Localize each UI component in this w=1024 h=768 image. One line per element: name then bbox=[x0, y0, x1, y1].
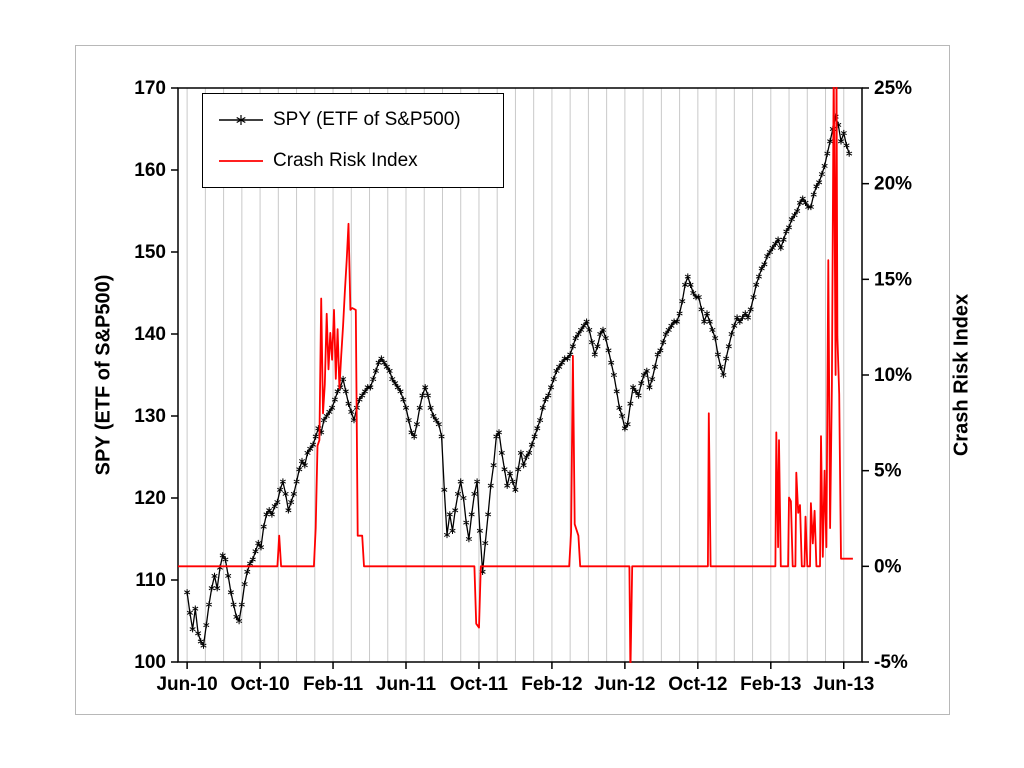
svg-text:Jun-12: Jun-12 bbox=[594, 674, 655, 695]
svg-text:110: 110 bbox=[135, 570, 166, 591]
svg-text:20%: 20% bbox=[874, 174, 912, 195]
left-axis-title: SPY (ETF of S&P500) bbox=[92, 274, 115, 476]
svg-text:130: 130 bbox=[134, 406, 166, 427]
svg-text:10%: 10% bbox=[874, 365, 912, 386]
svg-text:170: 170 bbox=[134, 78, 166, 99]
svg-text:15%: 15% bbox=[874, 269, 912, 290]
legend-label-crash-risk: Crash Risk Index bbox=[273, 149, 418, 171]
svg-text:Oct-11: Oct-11 bbox=[450, 674, 509, 695]
legend-entry-crash-risk: Crash Risk Index bbox=[217, 150, 489, 172]
crash-risk-line-sample-icon bbox=[219, 159, 263, 162]
svg-text:Jun-10: Jun-10 bbox=[156, 674, 217, 695]
right-axis-title: Crash Risk Index bbox=[950, 293, 973, 457]
svg-text:150: 150 bbox=[134, 242, 166, 263]
svg-text:0%: 0% bbox=[874, 556, 902, 577]
svg-text:Feb-13: Feb-13 bbox=[740, 674, 801, 695]
svg-text:100: 100 bbox=[134, 652, 166, 673]
svg-text:160: 160 bbox=[134, 160, 166, 181]
svg-text:Feb-12: Feb-12 bbox=[521, 674, 582, 695]
svg-text:Oct-10: Oct-10 bbox=[231, 674, 290, 695]
svg-text:Jun-11: Jun-11 bbox=[376, 674, 437, 695]
svg-text:25%: 25% bbox=[874, 78, 912, 99]
svg-text:-5%: -5% bbox=[874, 652, 908, 673]
spy-line-sample-icon bbox=[219, 115, 263, 126]
legend: SPY (ETF of S&P500) Crash Risk Index bbox=[202, 93, 504, 188]
svg-text:140: 140 bbox=[134, 324, 166, 345]
svg-text:5%: 5% bbox=[874, 461, 902, 482]
svg-text:Jun-13: Jun-13 bbox=[813, 674, 874, 695]
svg-text:120: 120 bbox=[134, 488, 166, 509]
legend-label-spy: SPY (ETF of S&P500) bbox=[273, 109, 461, 131]
legend-entry-spy: SPY (ETF of S&P500) bbox=[217, 109, 489, 131]
svg-text:Oct-12: Oct-12 bbox=[668, 674, 727, 695]
svg-text:Feb-11: Feb-11 bbox=[303, 674, 364, 695]
